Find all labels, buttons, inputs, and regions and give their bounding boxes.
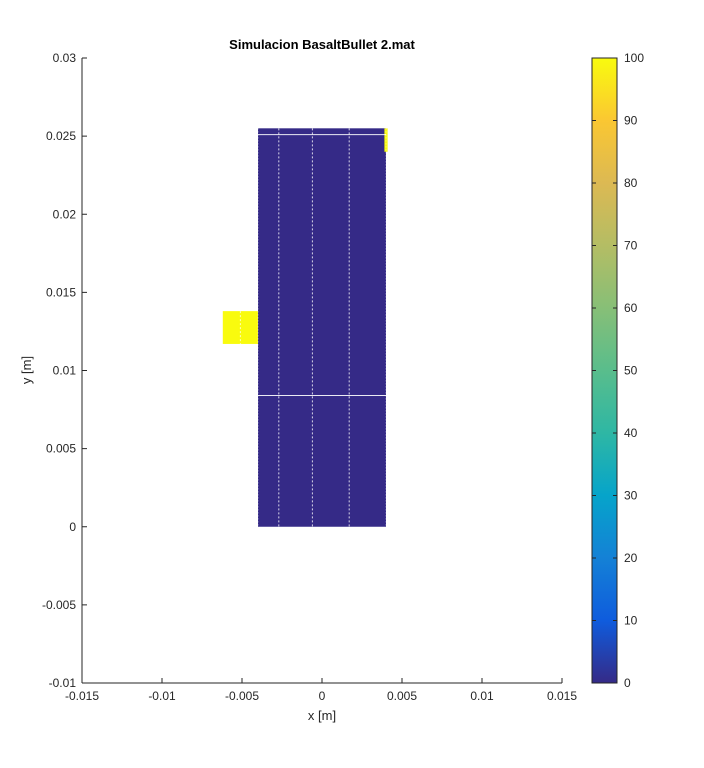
x-tick-label: 0 bbox=[319, 689, 326, 703]
x-tick-label: -0.01 bbox=[148, 689, 176, 703]
y-tick-label: 0.01 bbox=[53, 364, 77, 378]
colorbar-tick-label: 10 bbox=[624, 614, 638, 628]
tick-layer: -0.015 -0.01 -0.005 0 0.005 0.01 0.015-0.01-0.… bbox=[42, 51, 577, 703]
colorbar-tick-label: 0 bbox=[624, 676, 631, 690]
colorbar-tick-label: 100 bbox=[624, 51, 644, 65]
data-layer bbox=[222, 128, 388, 527]
x-tick-label: 0.015 bbox=[547, 689, 577, 703]
colorbar-tick-label: 70 bbox=[624, 239, 638, 253]
y-tick-label: 0.025 bbox=[46, 129, 76, 143]
y-tick-label: -0.01 bbox=[49, 676, 77, 690]
chart-title: Simulacion BasaltBullet 2.mat bbox=[229, 37, 415, 52]
colorbar-tick-label: 30 bbox=[624, 489, 638, 503]
colorbar-ticks: 0 10 20 30 40 50 60 70 80 90 100 bbox=[592, 51, 644, 690]
y-tick-label: 0.005 bbox=[46, 442, 76, 456]
x-axis-label: x [m] bbox=[308, 708, 336, 723]
y-axis-label: y [m] bbox=[19, 356, 34, 384]
x-tick-label: 0.005 bbox=[387, 689, 417, 703]
colorbar bbox=[591, 57, 618, 684]
colorbar-tick-label: 90 bbox=[624, 114, 638, 128]
colorbar-tick-label: 20 bbox=[624, 551, 638, 565]
y-tick-label: 0 bbox=[69, 520, 76, 534]
x-tick-label: -0.005 bbox=[225, 689, 259, 703]
y-tick-label: 0.02 bbox=[53, 207, 77, 221]
colorbar-tick-label: 60 bbox=[624, 301, 638, 315]
y-tick-label: 0.03 bbox=[53, 51, 77, 65]
colorbar-tick-label: 50 bbox=[624, 364, 638, 378]
x-tick-label: -0.015 bbox=[65, 689, 99, 703]
x-tick-label: 0.01 bbox=[470, 689, 494, 703]
colorbar-tick-label: 40 bbox=[624, 426, 638, 440]
y-tick-label: -0.005 bbox=[42, 598, 76, 612]
region-2 bbox=[384, 128, 388, 152]
region-0 bbox=[258, 128, 386, 527]
y-tick-label: 0.015 bbox=[46, 285, 76, 299]
colorbar-tick-label: 80 bbox=[624, 176, 638, 190]
